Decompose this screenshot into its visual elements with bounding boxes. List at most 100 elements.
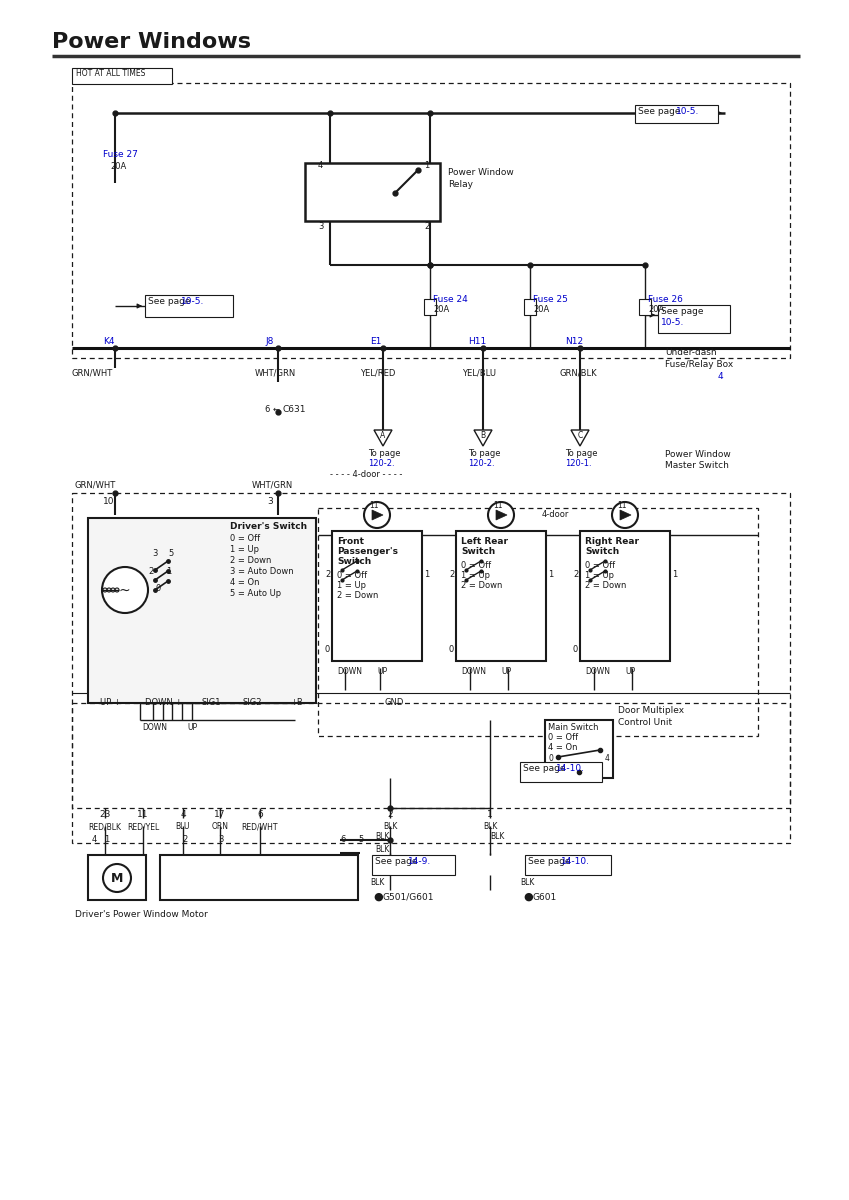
Text: ●: ● xyxy=(523,892,533,902)
Text: 0 = Off: 0 = Off xyxy=(230,534,260,542)
Text: Master Switch: Master Switch xyxy=(665,461,729,470)
Bar xyxy=(305,163,440,221)
Bar xyxy=(145,295,233,317)
Text: See page: See page xyxy=(528,857,573,866)
Text: 2 = Down: 2 = Down xyxy=(461,581,503,590)
Text: BLK: BLK xyxy=(490,832,504,841)
Text: A: A xyxy=(380,431,385,440)
Text: 2: 2 xyxy=(424,222,430,230)
Text: B: B xyxy=(481,431,486,440)
Text: 120-1.: 120-1. xyxy=(565,458,592,468)
Text: 2: 2 xyxy=(182,835,188,844)
Text: 120-2.: 120-2. xyxy=(468,458,495,468)
Text: Driver's Power Window Motor: Driver's Power Window Motor xyxy=(75,910,208,919)
Text: RED/YEL: RED/YEL xyxy=(127,822,159,830)
Text: G501/G601: G501/G601 xyxy=(383,893,435,902)
Bar xyxy=(524,299,536,314)
Text: H11: H11 xyxy=(468,337,486,346)
Text: UP +: UP + xyxy=(100,698,121,707)
Text: Fuse 27: Fuse 27 xyxy=(103,150,138,158)
Text: Control Unit: Control Unit xyxy=(618,718,672,727)
Text: RED/WHT: RED/WHT xyxy=(242,822,278,830)
Bar xyxy=(72,703,790,808)
Text: GRN/WHT: GRN/WHT xyxy=(72,368,113,377)
Text: 0: 0 xyxy=(573,646,578,654)
Bar xyxy=(520,762,602,782)
Text: See page: See page xyxy=(148,296,194,306)
Text: ~: ~ xyxy=(119,584,131,598)
Text: Driver's Switch: Driver's Switch xyxy=(230,522,307,530)
Text: 23: 23 xyxy=(99,810,110,818)
Text: WHT/GRN: WHT/GRN xyxy=(252,480,293,490)
Text: See page: See page xyxy=(638,107,683,116)
Text: To page: To page xyxy=(468,449,501,458)
Bar xyxy=(525,854,611,875)
Text: Power Window: Power Window xyxy=(665,450,731,458)
Bar xyxy=(580,530,670,661)
Text: YEL/BLU: YEL/BLU xyxy=(462,368,496,377)
Text: Switch: Switch xyxy=(461,547,495,556)
Bar xyxy=(72,493,790,842)
Text: BLK: BLK xyxy=(375,845,390,854)
Bar xyxy=(72,68,172,84)
Text: Passenger's: Passenger's xyxy=(337,547,398,556)
Text: 0 = Off: 0 = Off xyxy=(337,571,367,580)
Bar xyxy=(424,299,436,314)
Circle shape xyxy=(488,502,514,528)
Text: 14-10.: 14-10. xyxy=(561,857,590,866)
Text: 20A: 20A xyxy=(433,305,449,313)
Text: DOWN: DOWN xyxy=(585,667,610,676)
Text: 4-door: 4-door xyxy=(542,510,570,518)
Text: To page: To page xyxy=(368,449,401,458)
Text: Power Window: Power Window xyxy=(448,168,514,176)
Text: UP: UP xyxy=(377,667,387,676)
Text: Main Switch: Main Switch xyxy=(548,722,599,732)
Text: DOWN: DOWN xyxy=(461,667,486,676)
Text: 1: 1 xyxy=(424,161,430,170)
Text: 2: 2 xyxy=(573,570,578,578)
Text: Power Windows: Power Windows xyxy=(52,32,251,52)
Text: K4: K4 xyxy=(103,337,115,346)
Text: UP: UP xyxy=(625,667,635,676)
Text: 2: 2 xyxy=(148,566,154,576)
Text: 5: 5 xyxy=(168,550,173,558)
Polygon shape xyxy=(474,430,492,446)
Text: See page: See page xyxy=(375,857,420,866)
Text: RED/BLK: RED/BLK xyxy=(88,822,121,830)
Bar xyxy=(456,530,546,661)
Text: Fuse 26: Fuse 26 xyxy=(648,294,683,304)
Bar xyxy=(72,83,790,358)
Text: 5: 5 xyxy=(358,835,363,844)
Circle shape xyxy=(102,566,148,613)
Text: 11: 11 xyxy=(369,502,379,510)
Text: +B: +B xyxy=(290,698,303,707)
Polygon shape xyxy=(374,430,392,446)
Text: GND: GND xyxy=(385,698,404,707)
Text: 0 = Off: 0 = Off xyxy=(461,560,491,570)
Text: WHT/GRN: WHT/GRN xyxy=(255,368,296,377)
Text: YEL/RED: YEL/RED xyxy=(360,368,396,377)
Text: Switch: Switch xyxy=(337,557,371,566)
Text: 4: 4 xyxy=(92,835,98,844)
Bar xyxy=(545,720,613,778)
Text: 3: 3 xyxy=(152,550,157,558)
Text: 14-10.: 14-10. xyxy=(556,764,585,773)
Text: 11: 11 xyxy=(617,502,627,510)
Bar xyxy=(160,854,358,900)
Text: 2 = Down: 2 = Down xyxy=(230,556,272,565)
Text: - - - - 4-door - - - -: - - - - 4-door - - - - xyxy=(330,470,402,479)
Text: 120-2.: 120-2. xyxy=(368,458,395,468)
Text: G601: G601 xyxy=(533,893,557,902)
Text: See page: See page xyxy=(523,764,568,773)
Bar xyxy=(318,508,758,736)
Text: 1 = Up: 1 = Up xyxy=(585,571,614,580)
Text: 3: 3 xyxy=(267,497,273,506)
Polygon shape xyxy=(571,430,589,446)
Text: Front: Front xyxy=(337,538,364,546)
Text: 2: 2 xyxy=(449,570,454,578)
Bar xyxy=(372,854,455,875)
Text: 10-5.: 10-5. xyxy=(181,296,205,306)
Text: Fuse 25: Fuse 25 xyxy=(533,294,568,304)
Text: 4 = On: 4 = On xyxy=(548,743,577,752)
Text: 2 = Down: 2 = Down xyxy=(337,590,379,600)
